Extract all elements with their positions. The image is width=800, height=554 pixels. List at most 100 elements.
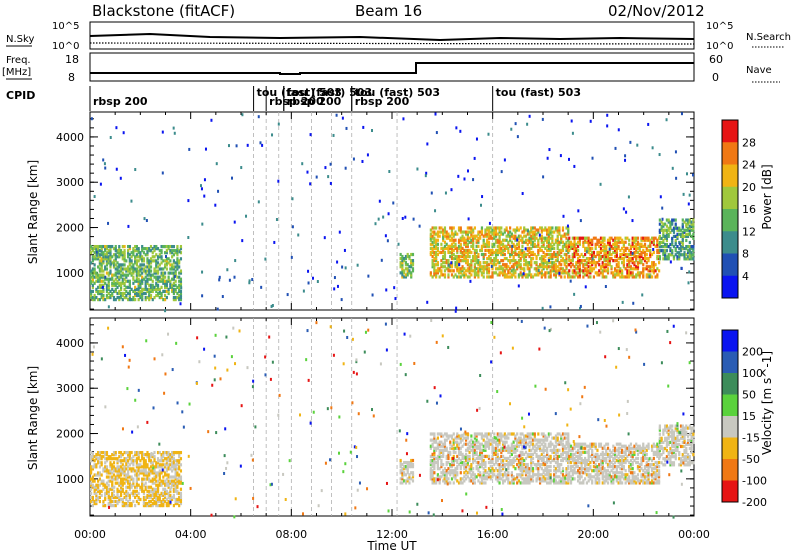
data-cell [454,450,457,454]
data-cell [141,244,144,249]
data-cell [519,462,522,467]
data-cell [517,458,521,463]
data-cell [624,254,627,259]
data-cell [447,477,450,481]
data-cell [109,463,112,467]
data-cell [528,432,531,436]
data-cell [573,240,576,244]
data-cell [178,295,181,300]
data-cell [561,240,565,244]
data-cell [645,267,648,271]
data-cell [98,244,102,249]
data-cell [521,444,524,448]
data-cell [498,240,501,244]
data-cell [535,228,538,232]
data-cell [537,273,540,277]
data-cell [105,293,109,298]
data-cell [162,275,165,279]
data-cell [146,251,149,255]
data-cell [531,240,535,244]
data-cell [442,238,445,242]
data-cell [160,291,163,296]
data-cell [631,240,634,244]
data-cell [116,475,119,479]
data-cell [505,226,508,230]
data-cell [635,248,638,253]
data-cell [533,238,536,242]
data-cell [676,251,679,255]
data-cell [450,263,454,267]
data-cell [516,462,519,467]
data-cell [179,493,183,497]
data-cell [582,242,585,246]
data-cell [128,475,131,479]
data-cell [626,265,629,269]
data-cell [512,244,515,248]
data-cell [531,226,535,230]
data-cell [636,240,640,244]
data-cell [507,265,510,269]
data-cell [176,471,179,475]
data-cell [452,438,455,442]
data-cell [447,269,450,273]
cpid-segment-label: rbsp 200 [93,95,148,108]
data-cell [447,275,450,279]
data-cell [571,252,574,257]
nave-label: Nave [746,65,772,76]
data-cell [149,287,153,291]
data-cell [130,467,133,471]
data-cell [565,259,568,263]
noise-cell [517,284,520,288]
data-cell [431,481,434,485]
data-cell [664,253,667,257]
data-cell [144,481,147,485]
data-cell [603,256,606,261]
data-cell [547,226,550,230]
data-cell [683,251,686,255]
data-cell [176,477,179,481]
data-cell [528,481,531,485]
data-cell [470,226,473,230]
data-cell [172,261,175,265]
data-cell [601,236,604,240]
data-cell [431,444,434,448]
data-cell [470,234,473,238]
data-cell [599,265,603,269]
data-cell [521,250,524,255]
data-cell [486,275,489,279]
data-cell [575,261,578,265]
data-cell [576,240,580,244]
data-cell [509,226,512,230]
data-cell [153,271,156,275]
data-cell [98,483,102,487]
data-cell [440,454,443,459]
data-cell [512,228,515,232]
data-cell [116,275,119,279]
data-cell [102,481,105,485]
data-cell [141,287,144,291]
data-cell [126,269,130,273]
data-cell [692,257,695,261]
data-cell [635,265,638,269]
data-cell [125,293,128,298]
data-cell [558,230,561,234]
data-cell [658,261,661,265]
data-cell [172,267,175,271]
data-cell [105,475,109,479]
data-cell [126,473,130,477]
data-cell [447,273,450,277]
data-cell [484,432,487,436]
noise-cell [316,280,319,284]
data-cell [486,265,489,269]
data-cell [121,483,124,487]
data-cell [429,475,432,479]
data-cell [118,255,121,259]
data-cell [445,234,448,238]
data-cell [530,265,533,269]
data-cell [523,256,526,261]
data-cell [622,250,625,255]
noise-cell [577,209,580,213]
data-cell [114,259,117,263]
data-cell [615,244,618,248]
data-cell [622,252,625,257]
